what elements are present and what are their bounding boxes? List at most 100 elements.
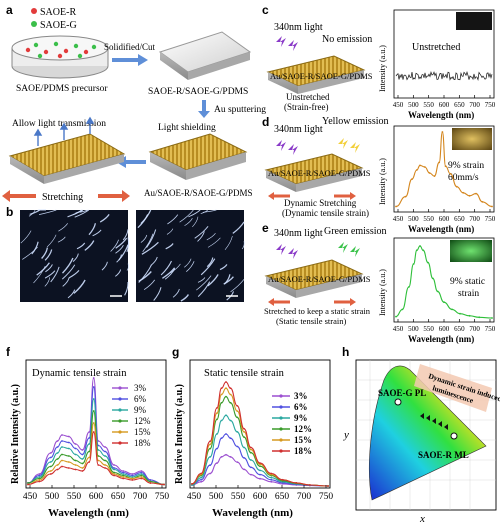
crack-line (206, 232, 216, 241)
data-point (243, 427, 246, 430)
composite-caption: Au/SAOE-R/SAOE-G/PDMS (144, 188, 253, 198)
data-point (67, 467, 70, 469)
e-emission-label: Green emission (324, 226, 387, 237)
data-point (61, 453, 63, 456)
tick-label: 600 (253, 492, 268, 502)
tick-label: 650 (275, 492, 290, 502)
legend-label: 12% (294, 424, 312, 434)
data-point (104, 446, 106, 448)
step-solidified-cut: Solidified/Cut (104, 42, 156, 52)
crack-line (230, 279, 245, 293)
data-point (61, 459, 63, 462)
data-point (259, 473, 261, 476)
data-point (131, 479, 134, 481)
tick-label: 750 (485, 215, 496, 223)
particle (25, 47, 31, 53)
data-point (67, 461, 70, 463)
legend-label: 15% (294, 435, 312, 445)
d-stretch-right-head-icon (350, 192, 356, 200)
tick-label: 750 (485, 325, 496, 333)
d-plot-label-2: 60mm/s (448, 173, 479, 183)
data-point (140, 470, 143, 472)
data-point (56, 458, 59, 460)
f-title: Dynamic tensile strain (32, 368, 127, 379)
data-point (415, 249, 418, 252)
data-point (38, 479, 41, 481)
stretched-block-illustration (8, 133, 126, 184)
data-point (427, 261, 429, 264)
crack-line (99, 214, 110, 223)
crack-line (75, 209, 84, 214)
h-ylabel: y (343, 429, 349, 441)
data-point (56, 468, 59, 471)
data-point (200, 480, 203, 483)
data-point (92, 377, 95, 379)
legend-marker (279, 427, 283, 431)
data-point (56, 440, 59, 442)
data-point (97, 455, 100, 457)
d-caption-1: Dynamic Stretching (284, 198, 357, 208)
data-point (49, 452, 52, 454)
legend-label: 6% (134, 394, 147, 404)
crack-line (41, 247, 49, 259)
c-noise-trace (395, 70, 493, 81)
arrowhead-down-icon (198, 111, 210, 118)
data-point (97, 449, 100, 451)
g-legend: 3%6%9%12%15%18% (272, 391, 312, 456)
gold-block-illustration (148, 133, 248, 180)
data-point (225, 381, 227, 383)
crack-line (197, 277, 206, 283)
d-spectrum (395, 131, 493, 208)
data-point (419, 164, 421, 167)
data-point (113, 468, 115, 471)
precursor-caption: SAOE/PDMS precursor (16, 84, 108, 94)
data-point (27, 482, 29, 484)
step-au-sputtering: Au sputtering (214, 105, 266, 115)
data-point (270, 478, 273, 481)
tick-label: 500 (408, 101, 419, 109)
d-emission-label: Yellow emission (322, 116, 389, 127)
data-point (225, 414, 227, 417)
crack-line (202, 209, 217, 213)
data-point (38, 476, 41, 478)
legend-marker (118, 441, 122, 445)
tick-label: 450 (393, 215, 404, 223)
data-point (149, 480, 152, 483)
data-point (395, 205, 397, 208)
crack-line (165, 243, 174, 250)
data-point (49, 456, 52, 459)
film-block-illustration (158, 31, 252, 80)
crack-line (172, 288, 180, 298)
tick-label: 600 (89, 492, 104, 502)
film-caption: SAOE-R/SAOE-G/PDMS (148, 87, 248, 97)
data-point (122, 477, 125, 480)
data-point (327, 485, 329, 487)
crack-line (186, 261, 195, 272)
data-point (81, 470, 84, 472)
panel-d: d 340nm light Yellow emission Au/SAOE-R/… (262, 115, 389, 218)
tick-label: 550 (231, 492, 246, 502)
data-point (200, 476, 203, 479)
g-xlabel: Wavelength (nm) (212, 507, 293, 519)
crack-line (44, 270, 56, 279)
tick-label: 450 (393, 101, 404, 109)
c-layer-label: Au/SAOE-R/SAOE-G/PDMS (270, 71, 373, 81)
crack-line (45, 264, 53, 273)
e-caption-1: Stretched to keep a static strain (264, 306, 371, 316)
data-point (61, 434, 63, 436)
data-point (67, 447, 70, 450)
tick-label: 600 (439, 325, 450, 333)
particle (73, 43, 79, 49)
series-line-18% (191, 381, 329, 487)
data-point (104, 467, 106, 469)
legend-marker (118, 430, 122, 434)
plot-c: Unstretched Intensity (a.u.) Wavelength … (378, 9, 496, 120)
data-point (411, 178, 413, 181)
data-point (81, 462, 84, 465)
data-point (67, 455, 70, 457)
legend-label: 18% (134, 438, 151, 448)
d-stretch-left-head-icon (268, 192, 274, 200)
data-point (216, 418, 218, 421)
d-caption-2: (Dynamic tensile strain) (282, 208, 369, 218)
crack-line (140, 234, 148, 243)
